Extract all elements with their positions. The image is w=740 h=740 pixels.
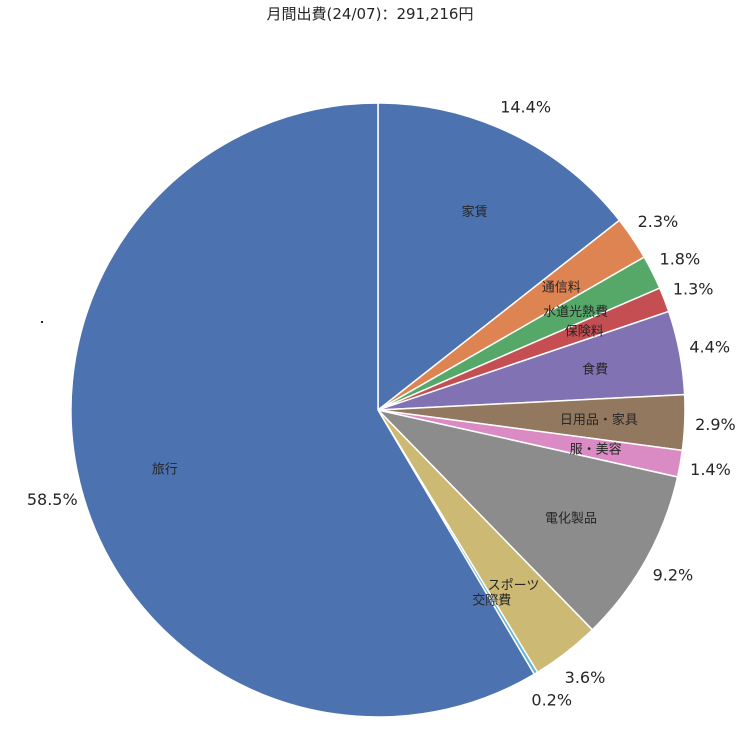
- stray-dot-mark: [41, 321, 43, 323]
- slice-label: 通信料: [542, 280, 581, 295]
- slice-label: 日用品・家具: [560, 412, 638, 428]
- slice-label: 電化製品: [545, 512, 597, 527]
- chart-title: 月間出費(24/07)：291,216円: [266, 5, 474, 23]
- slice-label: 家賃: [462, 204, 488, 220]
- pie-slice: [377, 102, 621, 412]
- slice-percent-label: 0.2%: [531, 691, 572, 710]
- slice-percent-label: 1.8%: [660, 250, 701, 269]
- slice-label: 保険料: [565, 325, 604, 340]
- slice-percent-label: 4.4%: [689, 338, 730, 357]
- slice-percent-label: 1.4%: [690, 460, 731, 479]
- slice-label: 服・美容: [570, 442, 622, 458]
- slice-label: スポーツ: [488, 579, 540, 594]
- slice-label: 旅行: [152, 462, 178, 477]
- pie-slice: [70, 102, 536, 718]
- slice-percent-label: 1.3%: [673, 280, 714, 299]
- pie-slice: [375, 408, 679, 631]
- slice-percent-label: 58.5%: [27, 490, 78, 509]
- slice-percent-label: 2.3%: [638, 212, 679, 231]
- slice-label: 食費: [582, 362, 608, 378]
- slice-label: 交際費: [472, 593, 511, 609]
- slice-label: 水道光熱費: [543, 305, 608, 320]
- slice-percent-label: 3.6%: [565, 668, 606, 687]
- slice-percent-label: 2.9%: [695, 415, 736, 434]
- slice-percent-label: 9.2%: [653, 566, 694, 585]
- slice-percent-label: 14.4%: [500, 97, 551, 116]
